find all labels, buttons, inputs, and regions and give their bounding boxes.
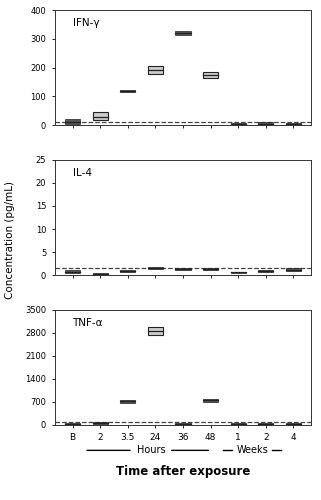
Bar bbox=[148, 66, 163, 74]
Bar bbox=[286, 268, 301, 270]
X-axis label: Time after exposure: Time after exposure bbox=[116, 464, 250, 477]
Bar bbox=[286, 423, 301, 424]
Bar bbox=[258, 270, 273, 272]
Bar bbox=[230, 123, 246, 124]
Bar bbox=[120, 400, 135, 402]
Bar bbox=[203, 400, 218, 402]
Bar bbox=[203, 72, 218, 78]
Bar bbox=[120, 90, 135, 92]
Text: TNF-α: TNF-α bbox=[73, 318, 103, 328]
Bar bbox=[65, 270, 80, 273]
Bar bbox=[92, 112, 108, 120]
Bar bbox=[175, 31, 191, 35]
Bar bbox=[258, 423, 273, 424]
Bar bbox=[175, 423, 191, 424]
Bar bbox=[92, 273, 108, 274]
Text: IL-4: IL-4 bbox=[73, 168, 91, 178]
Text: IFN-γ: IFN-γ bbox=[73, 18, 99, 28]
Text: Hours: Hours bbox=[136, 446, 165, 456]
Bar bbox=[65, 119, 80, 124]
Bar bbox=[120, 270, 135, 272]
Bar bbox=[230, 423, 246, 424]
Text: Concentration (pg/mL): Concentration (pg/mL) bbox=[4, 181, 15, 299]
Bar bbox=[175, 268, 191, 270]
Bar bbox=[65, 422, 80, 424]
Bar bbox=[203, 268, 218, 270]
Text: Weeks: Weeks bbox=[237, 446, 268, 456]
Bar bbox=[230, 272, 246, 274]
Bar bbox=[148, 266, 163, 269]
Bar bbox=[258, 122, 273, 124]
Bar bbox=[148, 326, 163, 336]
Bar bbox=[92, 422, 108, 424]
